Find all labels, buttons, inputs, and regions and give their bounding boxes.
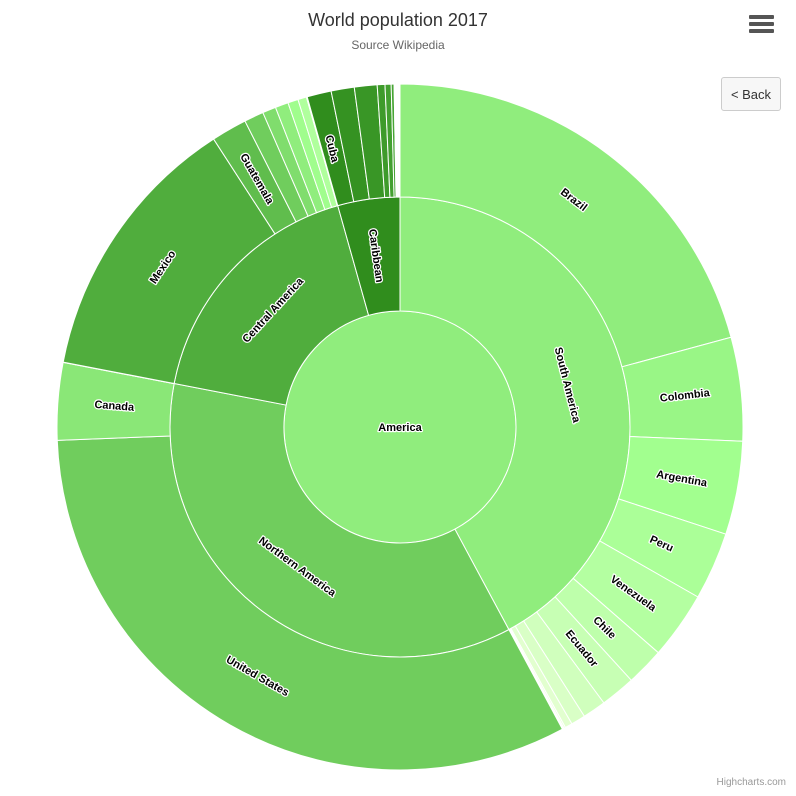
chart-title: World population 2017: [308, 10, 488, 30]
hamburger-icon: [749, 15, 774, 33]
back-button[interactable]: < Back: [721, 77, 781, 111]
slice-label-america: America: [378, 422, 422, 434]
hamburger-bar: [749, 15, 774, 19]
credits-link[interactable]: Highcharts.com: [716, 777, 786, 788]
sunburst-slice-brazil[interactable]: [399, 83, 732, 368]
sunburst-slice-united-states[interactable]: [56, 435, 564, 771]
chart-subtitle: Source Wikipedia: [351, 38, 445, 52]
hamburger-bar: [749, 22, 774, 26]
slice-label-canada: Canada: [94, 399, 135, 414]
context-menu-button[interactable]: [747, 10, 776, 38]
hamburger-bar: [749, 29, 774, 33]
